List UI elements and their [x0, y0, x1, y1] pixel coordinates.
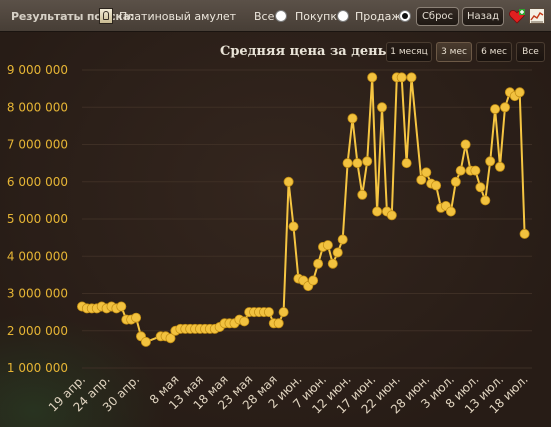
back-button[interactable]: Назад — [462, 7, 504, 26]
filter-all-radio[interactable] — [275, 10, 287, 22]
chart-grid — [82, 69, 532, 369]
data-point[interactable] — [140, 336, 151, 347]
data-point[interactable] — [322, 240, 333, 251]
data-point[interactable] — [376, 102, 387, 113]
data-point[interactable] — [165, 333, 176, 344]
range-3-months-button[interactable]: 3 мес — [436, 42, 472, 62]
filter-sell-label: Продажа — [355, 10, 408, 23]
data-point[interactable] — [460, 139, 471, 150]
data-point[interactable] — [283, 176, 294, 187]
data-point[interactable] — [514, 87, 525, 98]
price-line — [81, 76, 526, 344]
data-point[interactable] — [337, 234, 348, 245]
data-point[interactable] — [342, 158, 353, 169]
data-point[interactable] — [480, 195, 491, 206]
y-tick-label: 2 000 000 — [7, 324, 68, 338]
data-point[interactable] — [485, 156, 496, 167]
page-background — [0, 30, 551, 427]
data-point[interactable] — [367, 72, 378, 83]
data-point[interactable] — [372, 206, 383, 217]
heart-plus-icon[interactable] — [509, 9, 525, 24]
search-toolbar: Результаты поиска: Платиновый амулет Все… — [0, 0, 551, 32]
y-tick-label: 1 000 000 — [7, 361, 68, 375]
data-point[interactable] — [401, 158, 412, 169]
data-point[interactable] — [352, 158, 363, 169]
data-point[interactable] — [470, 165, 481, 176]
data-point[interactable] — [450, 176, 461, 187]
data-point[interactable] — [416, 174, 427, 185]
chart-title: Средняя цена за день — [220, 44, 387, 59]
data-point[interactable] — [445, 206, 456, 217]
data-point[interactable] — [313, 258, 324, 269]
data-point[interactable] — [396, 72, 407, 83]
data-point[interactable] — [499, 102, 510, 113]
data-point[interactable] — [116, 301, 127, 312]
y-tick-label: 4 000 000 — [7, 249, 68, 263]
data-point[interactable] — [263, 307, 274, 318]
y-tick-label: 7 000 000 — [7, 138, 68, 152]
y-tick-label: 5 000 000 — [7, 212, 68, 226]
data-point[interactable] — [490, 104, 501, 115]
data-point[interactable] — [347, 113, 358, 124]
amulet-icon — [99, 8, 113, 24]
data-point[interactable] — [421, 167, 432, 178]
reset-button[interactable]: Сброс — [416, 7, 459, 26]
data-point[interactable] — [455, 165, 466, 176]
data-point[interactable] — [362, 156, 373, 167]
range-all-button[interactable]: Все — [516, 42, 545, 62]
y-tick-label: 3 000 000 — [7, 287, 68, 301]
data-point[interactable] — [131, 312, 142, 323]
data-point[interactable] — [519, 228, 530, 239]
data-point[interactable] — [475, 182, 486, 193]
data-point[interactable] — [327, 258, 338, 269]
data-point[interactable] — [332, 247, 343, 258]
filter-buy-label: Покупка — [295, 10, 344, 23]
data-point[interactable] — [494, 161, 505, 172]
data-point[interactable] — [239, 316, 250, 327]
range-6-months-button[interactable]: 6 мес — [476, 42, 512, 62]
data-point[interactable] — [288, 221, 299, 232]
filter-buy-radio[interactable] — [337, 10, 349, 22]
range-1-month-button[interactable]: 1 месяц — [386, 42, 432, 62]
filter-sell-radio[interactable] — [399, 10, 411, 22]
y-axis-labels: 1 000 000 2 000 000 3 000 000 4 000 000 5 00… — [7, 63, 68, 375]
data-point[interactable] — [357, 189, 368, 200]
price-points — [77, 72, 530, 347]
data-point[interactable] — [406, 72, 417, 83]
data-point[interactable] — [308, 275, 319, 286]
y-tick-label: 9 000 000 — [7, 63, 68, 77]
y-tick-label: 8 000 000 — [7, 100, 68, 114]
filter-all-label: Все — [254, 10, 275, 23]
item-name: Платиновый амулет — [119, 10, 237, 23]
chart-icon[interactable] — [529, 8, 545, 24]
data-point[interactable] — [273, 318, 284, 329]
data-point[interactable] — [431, 180, 442, 191]
y-tick-label: 6 000 000 — [7, 175, 68, 189]
data-point[interactable] — [386, 210, 397, 221]
data-point[interactable] — [278, 307, 289, 318]
